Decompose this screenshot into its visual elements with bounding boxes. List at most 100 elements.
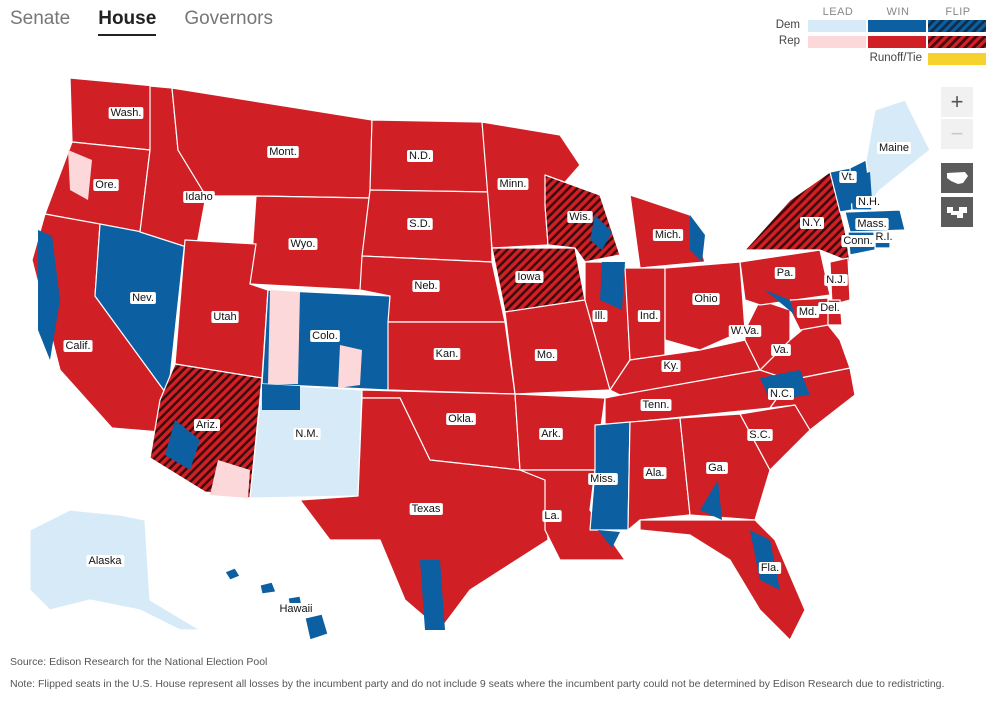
state-label: La.: [544, 510, 559, 522]
state-label-background: [855, 218, 889, 230]
state-ohio[interactable]: [664, 261, 746, 351]
state-label-background: [108, 107, 144, 119]
us-house-map: Wash. Ore. Calif. Nev. Idaho Mont. Wyo. Utah Col…: [0, 60, 1005, 660]
state-utah[interactable]: [174, 239, 269, 379]
legend-row-rep: Rep: [778, 35, 800, 47]
us-map-icon: [947, 172, 968, 184]
state-alaska[interactable]: [29, 509, 201, 631]
state-label-background: [409, 503, 443, 515]
state-label: Okla.: [448, 413, 474, 425]
source-text: Source: Edison Research for the National…: [10, 656, 268, 668]
note-text: Note: Flipped seats in the U.S. House re…: [10, 678, 945, 690]
legend-header-win: WIN: [886, 6, 910, 18]
state-label: Nev.: [132, 292, 154, 304]
state-label: Wyo.: [291, 238, 316, 250]
state-label-background: [768, 388, 794, 400]
state-label: Fla.: [761, 562, 779, 574]
state-label: Mo.: [537, 349, 555, 361]
legend-swatch-runoff: [928, 53, 986, 65]
state-label-background: [774, 267, 796, 279]
state-label: Ga.: [708, 462, 726, 474]
state-label-background: [588, 473, 618, 485]
state-label-background: [194, 419, 220, 431]
legend-swatch-rep-lead: [808, 36, 866, 48]
state-label-background: [93, 179, 119, 191]
legend-swatch-dem-win: [868, 20, 926, 32]
state-hawaii[interactable]: [224, 567, 329, 641]
state-label: N.H.: [858, 196, 880, 208]
state-label: Mass.: [857, 218, 886, 230]
state-label-background: [407, 150, 433, 162]
state-label-background: [771, 344, 791, 356]
state-label: Maine: [879, 142, 909, 154]
state-label: Ala.: [646, 467, 665, 479]
state-label-background: [310, 330, 340, 342]
race-tabs: Senate House Governors: [10, 8, 273, 36]
state-label: Ariz.: [196, 419, 218, 431]
tab-house[interactable]: House: [98, 8, 157, 36]
legend: LEAD WIN FLIP Dem Rep Runoff/Tie: [770, 6, 1000, 68]
state-label: N.C.: [770, 388, 792, 400]
tab-governors[interactable]: Governors: [184, 8, 274, 29]
state-label: Del.: [820, 302, 840, 314]
state-label: Wis.: [569, 211, 590, 223]
us-view-button[interactable]: [941, 163, 973, 193]
state-label-background: [433, 348, 461, 360]
district-view-button[interactable]: [941, 197, 973, 227]
state-label: Utah: [213, 311, 236, 323]
state-label-background: [542, 510, 562, 522]
state-label-background: [637, 310, 661, 322]
legend-header-flip: FLIP: [945, 6, 971, 18]
state-label-background: [856, 196, 882, 208]
zoom-in-button[interactable]: +: [941, 87, 973, 117]
state-label-background: [661, 360, 681, 372]
state-label: Ohio: [694, 293, 717, 305]
legend-row-dem: Dem: [775, 19, 800, 31]
state-label-background: [130, 292, 156, 304]
state-ny[interactable]: [744, 171, 851, 263]
state-label-background: [293, 428, 321, 440]
state-label: Vt.: [841, 171, 854, 183]
zoom-out-button[interactable]: −: [941, 119, 973, 149]
state-label: Kan.: [436, 348, 459, 360]
state-label: W.Va.: [731, 325, 760, 337]
state-label-background: [446, 413, 476, 425]
state-label: N.J.: [826, 274, 846, 286]
state-fla[interactable]: [639, 519, 806, 641]
state-label-background: [267, 146, 299, 158]
zoom-controls: + −: [941, 87, 973, 151]
state-label: Mich.: [655, 229, 681, 241]
state-label: Miss.: [590, 473, 616, 485]
state-label-background: [652, 229, 684, 241]
state-label: Ind.: [640, 310, 658, 322]
legend-swatch-dem-flip: [928, 20, 986, 32]
state-label-background: [407, 218, 433, 230]
state-label-background: [183, 191, 215, 203]
state-label-background: [412, 280, 440, 292]
state-label-background: [86, 555, 125, 567]
state-label-background: [747, 429, 773, 441]
state-label-background: [706, 462, 728, 474]
state-label-background: [873, 231, 895, 243]
state-label: Iowa: [517, 271, 541, 283]
state-labels: Wash. Ore. Calif. Nev. Idaho Mont. Wyo. Utah Col…: [63, 107, 911, 615]
state-label-background: [288, 238, 318, 250]
state-label-background: [728, 325, 762, 337]
state-label: Calif.: [65, 340, 90, 352]
state-label-background: [211, 311, 239, 323]
state-label-background: [839, 171, 857, 183]
legend-swatch-dem-lead: [808, 20, 866, 32]
state-label: S.C.: [749, 429, 770, 441]
state-label: Ill.: [595, 310, 606, 322]
state-label: Mont.: [269, 146, 297, 158]
state-label-background: [643, 467, 667, 479]
state-label: Tenn.: [643, 399, 670, 411]
state-label-background: [567, 211, 593, 223]
state-mont[interactable]: [171, 87, 373, 199]
state-label: N.Y.: [802, 217, 822, 229]
tab-senate[interactable]: Senate: [10, 8, 71, 29]
state-label: Idaho: [185, 191, 213, 203]
state-label-background: [515, 271, 544, 283]
state-label-background: [534, 349, 558, 361]
state-label-background: [277, 603, 315, 615]
